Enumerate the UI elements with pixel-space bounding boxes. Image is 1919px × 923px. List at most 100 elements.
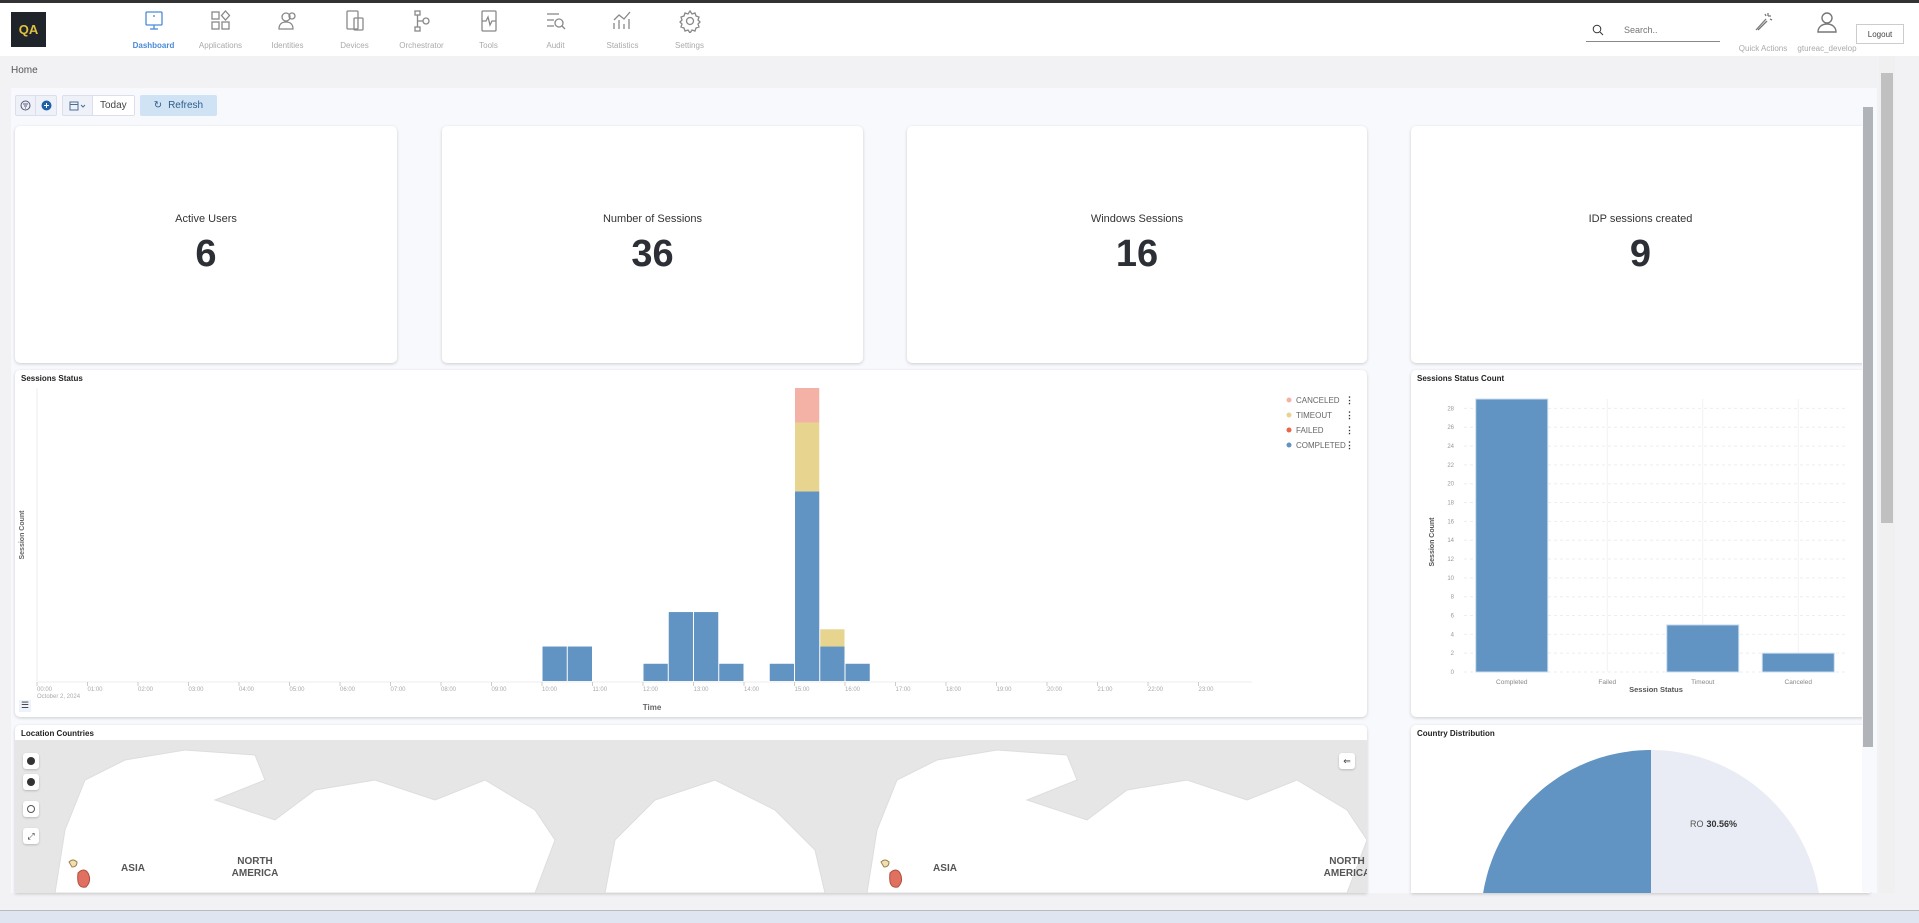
nav-settings[interactable]: Settings: [656, 9, 723, 50]
filter-icon: [20, 100, 31, 111]
scrollbar-thumb[interactable]: [1863, 107, 1873, 747]
legend-options-icon[interactable]: ⋮: [1345, 395, 1354, 405]
magic-wand-icon: [1755, 13, 1773, 31]
devices-icon: [345, 10, 364, 31]
y-axis-title: Session Count: [19, 510, 26, 560]
x-tick-label: 07:00: [391, 687, 407, 693]
nav-dashboard[interactable]: Dashboard: [120, 9, 187, 50]
nav-identities[interactable]: Identities: [254, 9, 321, 50]
legend-swatch-timeout: [1286, 412, 1292, 418]
y-tick-label: 0: [1451, 670, 1455, 676]
map-region-ro[interactable]: [77, 869, 91, 888]
legend-toggle-button[interactable]: ☰: [19, 700, 31, 712]
y-tick-label: 26: [1447, 425, 1454, 431]
nav-applications[interactable]: Applications: [187, 9, 254, 50]
minus-icon: [27, 778, 35, 786]
bar-timeout: [1666, 624, 1740, 673]
y-tick-label: 2: [1451, 651, 1455, 657]
search-icon: [1592, 24, 1604, 35]
legend-swatch-completed: [1286, 442, 1292, 448]
x-tick-label: 22:00: [1148, 687, 1164, 693]
x-tick-label: Completed: [1496, 679, 1528, 686]
zoom-out-button[interactable]: [23, 774, 39, 790]
country-distribution-chart: RO 30.56%: [1481, 750, 1821, 893]
map-region[interactable]: [880, 859, 890, 868]
nav-tools[interactable]: Tools: [455, 9, 522, 50]
bar-completed-16:00: [845, 663, 870, 681]
map-label-america: AMERICA: [1324, 868, 1367, 879]
bar-canceled: [1761, 652, 1835, 673]
country-distribution-panel: Country Distribution RO 30.56%: [1411, 725, 1870, 893]
nav-statistics[interactable]: Statistics: [589, 9, 656, 50]
app-logo[interactable]: QA: [11, 12, 46, 47]
y-tick-label: 10: [1447, 576, 1454, 582]
legend-swatch-canceled: [1286, 397, 1292, 403]
search-input[interactable]: [1624, 24, 1714, 35]
legend-icon: ⇐: [1343, 755, 1351, 766]
plus-icon: [27, 757, 35, 765]
date-picker-button[interactable]: [63, 96, 93, 115]
x-tick-label: 18:00: [946, 687, 962, 693]
x-tick-label: 17:00: [896, 687, 912, 693]
scrollbar-thumb[interactable]: [1881, 73, 1893, 523]
calendar-icon: [69, 101, 85, 110]
user-menu[interactable]: gtureac_develop: [1792, 11, 1862, 53]
x-tick-label: 15:00: [795, 687, 811, 693]
x-tick-label: 11:00: [593, 687, 608, 693]
y-tick-label: 12: [1447, 557, 1454, 563]
breadcrumb[interactable]: Home: [11, 65, 38, 76]
target-icon: [27, 805, 35, 813]
x-tick-label: 13:00: [694, 687, 710, 693]
legend-options-icon[interactable]: ⋮: [1345, 410, 1354, 420]
nav-audit[interactable]: Audit: [522, 9, 589, 50]
x-tick-label: 20:00: [1047, 687, 1063, 693]
bar-completed-12:00: [643, 663, 668, 681]
expand-icon: ⤢: [27, 830, 35, 841]
legend-options-icon[interactable]: ⋮: [1345, 425, 1354, 435]
pie-slice-other: [1481, 750, 1811, 893]
world-map[interactable]: ASIA NORTH AMERICA ASIA NORTH AMERICA: [15, 740, 1367, 893]
window-edge: [0, 0, 1919, 3]
x-tick-label: 10:00: [542, 687, 558, 693]
y-tick-label: 14: [1447, 538, 1454, 544]
bar-completed-13:00: [694, 612, 719, 681]
search-box[interactable]: [1586, 18, 1720, 42]
add-filter-button[interactable]: [36, 96, 56, 115]
bar-completed-15:00: [795, 491, 820, 681]
y-tick-label: 18: [1447, 501, 1454, 507]
apps-icon: [210, 10, 230, 30]
x-tick-label: 16:00: [845, 687, 861, 693]
statistics-icon: [612, 11, 630, 29]
quick-actions-button[interactable]: Quick Actions: [1733, 11, 1793, 53]
content-scrollbar[interactable]: [1862, 92, 1874, 892]
flow-icon: [413, 10, 430, 32]
legend-label-failed: FAILED: [1296, 426, 1324, 435]
y-tick-label: 28: [1447, 406, 1454, 412]
y-tick-label: 8: [1451, 595, 1455, 601]
main-nav: Dashboard Applications Identities Devices Or…: [120, 9, 723, 50]
dashboard-toolbar: Today ↻ Refresh: [15, 95, 218, 116]
page-scrollbar[interactable]: [1879, 56, 1895, 893]
date-range-display[interactable]: Today: [93, 96, 134, 115]
zoom-in-button[interactable]: [23, 753, 39, 769]
fullscreen-button[interactable]: ⤢: [23, 828, 39, 844]
location-countries-panel: Location Countries ASIA NORTH AMERICA AS…: [15, 725, 1367, 893]
nav-devices[interactable]: Devices: [321, 9, 388, 50]
refresh-button[interactable]: ↻ Refresh: [139, 95, 218, 116]
map-region[interactable]: [68, 859, 78, 868]
sessions-status-chart: 00:00 01:00 02:00 03:00 04:00 05:00 06:00 07:00…: [19, 388, 1354, 712]
recenter-button[interactable]: [23, 801, 39, 817]
filter-button[interactable]: [16, 96, 36, 115]
legend-options-icon[interactable]: ⋮: [1345, 440, 1354, 450]
legend-label-canceled: CANCELED: [1296, 396, 1340, 405]
logout-button[interactable]: Logout: [1856, 24, 1904, 44]
nav-orchestrator[interactable]: Orchestrator: [388, 9, 455, 50]
y-tick-label: 24: [1447, 444, 1454, 450]
x-tick-label: 14:00: [744, 687, 760, 693]
x-tick-label: 19:00: [997, 687, 1013, 693]
sessions-status-count-panel: Sessions Status Count 0 2 4 6 8 10 12 14 16 18 20 2…: [1411, 370, 1870, 717]
map-legend-button[interactable]: ⇐: [1339, 753, 1355, 769]
x-tick-label: 02:00: [138, 687, 154, 693]
map-region-ro[interactable]: [889, 869, 903, 888]
